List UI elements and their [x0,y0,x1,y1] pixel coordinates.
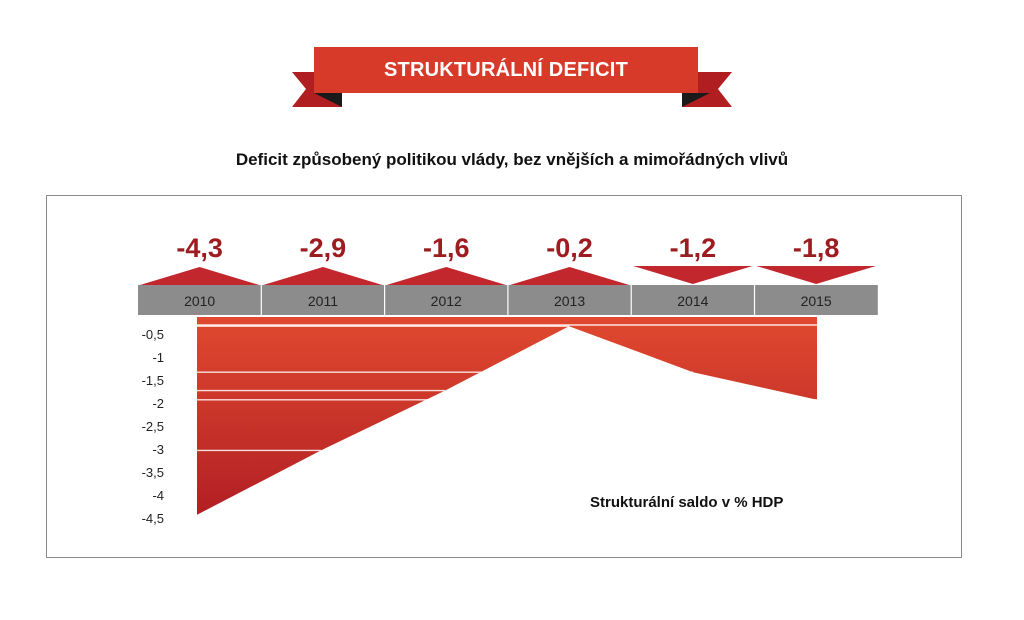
value-label-2015: -1,8 [793,233,840,263]
year-label-2011: 2011 [308,293,338,309]
chart-subtitle: Deficit způsobený politikou vlády, bez v… [235,150,789,169]
down-triangle-2015 [756,266,876,284]
value-label-2013: -0,2 [546,233,593,263]
y-tick-label: -2,5 [142,419,164,434]
y-tick-label: -2 [152,396,164,411]
value-label-2011: -2,9 [300,233,347,263]
year-cell-2015 [754,285,878,315]
year-cell-2010 [138,285,262,315]
up-triangle-2012 [386,267,506,285]
up-triangle-2010 [140,267,260,285]
year-label-2012: 2012 [431,293,462,309]
year-label-2013: 2013 [554,293,585,309]
down-triangle-2014 [633,266,753,284]
y-tick-label: -4,5 [142,511,164,526]
year-label-2014: 2014 [677,293,708,309]
banner-right-fold [682,93,710,107]
y-tick-label: -3,5 [142,465,164,480]
year-cell-2011 [261,285,385,315]
year-label-2015: 2015 [801,293,832,309]
year-cell-2013 [507,285,632,315]
y-tick-label: -3 [152,442,164,457]
value-label-2012: -1,6 [423,233,470,263]
value-label-2010: -4,3 [176,233,223,263]
deficit-area [197,317,817,515]
banner-title: STRUKTURÁLNÍ DEFICIT [384,58,628,81]
y-tick-label: -1 [152,350,164,365]
year-label-2010: 2010 [184,293,215,309]
value-label-2014: -1,2 [670,233,717,263]
year-cell-2012 [384,285,508,315]
chart-frame [46,195,962,558]
year-cell-2014 [631,285,755,315]
y-tick-label: -4 [152,488,164,503]
banner-ribbon [292,47,732,107]
y-tick-label: -0,5 [142,327,164,342]
y-tick-label: -1,5 [142,373,164,388]
banner-left-fold [314,93,342,107]
banner-main [314,47,698,93]
axis-note: Strukturální saldo v % HDP [590,494,784,511]
up-triangle-2011 [263,267,383,285]
up-triangle-2013 [509,267,630,285]
